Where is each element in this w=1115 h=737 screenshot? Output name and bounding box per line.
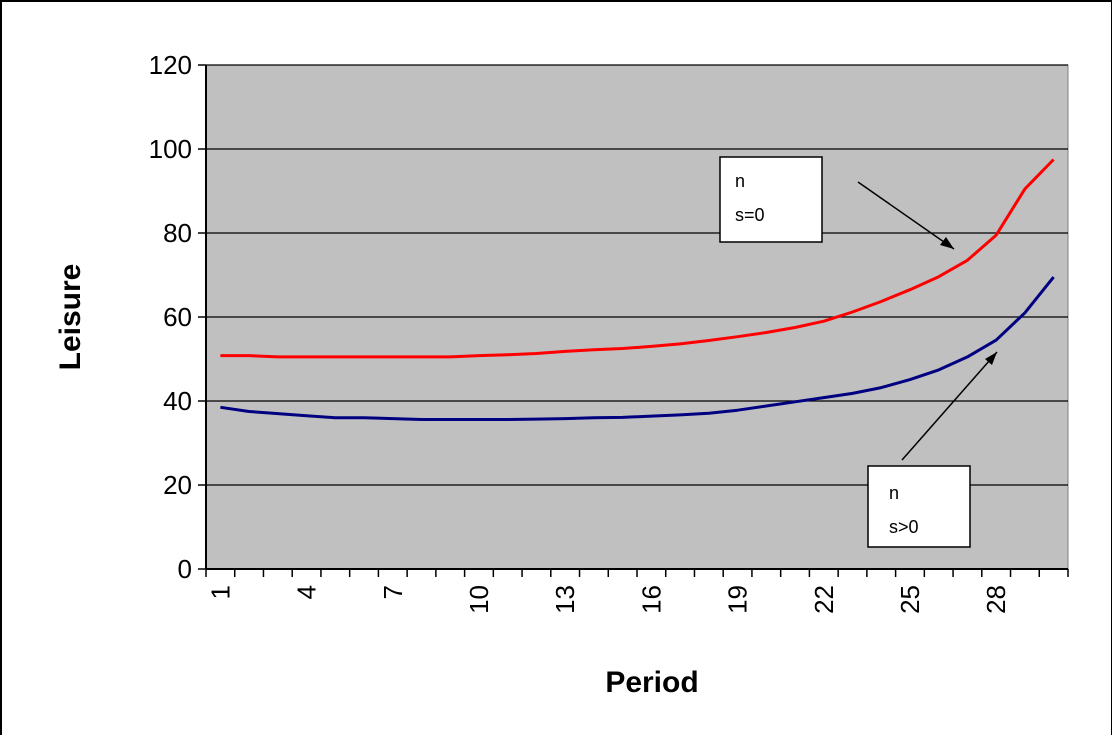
x-axis-title: Period — [605, 666, 698, 699]
red-annotation-line-1: n — [735, 171, 745, 191]
y-tick-label: 0 — [178, 554, 192, 584]
y-axis-title: Leisure — [54, 264, 87, 371]
y-tick-label: 20 — [163, 470, 192, 500]
x-tick-label: 13 — [550, 585, 580, 614]
blue-annotation-line-2: s>0 — [889, 517, 919, 537]
x-tick-label: 16 — [636, 585, 666, 614]
y-tick-label: 80 — [163, 218, 192, 248]
blue-annotation-line-1: n — [889, 483, 899, 503]
red-annotation-line-2: s=0 — [735, 205, 765, 225]
x-tick-label: 4 — [292, 585, 322, 599]
blue-annotation-box — [868, 466, 970, 547]
x-tick-label: 10 — [464, 585, 494, 614]
x-tick-label: 1 — [205, 585, 235, 599]
y-tick-label: 60 — [163, 302, 192, 332]
y-tick-label: 120 — [149, 50, 192, 80]
y-tick-label: 100 — [149, 134, 192, 164]
x-tick-label: 7 — [378, 585, 408, 599]
x-tick-label: 25 — [895, 585, 925, 614]
x-tick-label: 22 — [809, 585, 839, 614]
y-tick-label: 40 — [163, 386, 192, 416]
red-annotation-box — [720, 157, 822, 242]
x-tick-label: 19 — [723, 585, 753, 614]
x-tick-label: 28 — [981, 585, 1011, 614]
